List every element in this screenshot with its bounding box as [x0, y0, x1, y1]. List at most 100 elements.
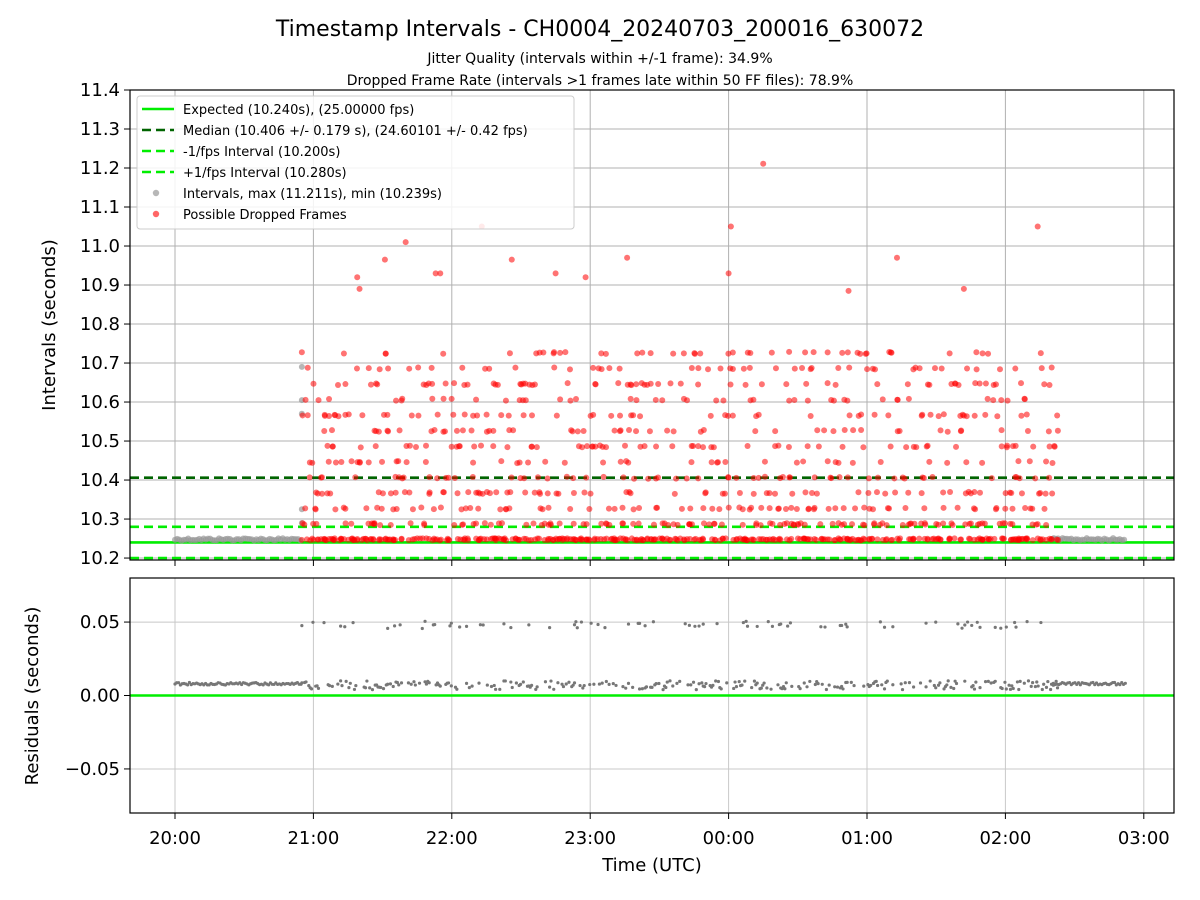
- dropped-frame-point: [844, 349, 851, 356]
- dropped-frame-point: [739, 506, 746, 513]
- dropped-frame-point: [387, 490, 394, 497]
- dropped-frame-point: [302, 396, 309, 403]
- dropped-frame-point: [507, 489, 514, 496]
- dropped-frame-point: [592, 381, 599, 388]
- dropped-frame-point: [461, 411, 468, 418]
- residual-point: [1078, 683, 1082, 687]
- dropped-frame-point: [1015, 458, 1022, 465]
- residual-point: [510, 685, 514, 690]
- dropped-frame-point: [951, 535, 958, 542]
- dropped-frame-point: [302, 505, 309, 512]
- dropped-frame-point: [725, 412, 732, 419]
- residual-point: [783, 687, 787, 691]
- residual-point: [643, 624, 647, 628]
- residual-point: [840, 684, 844, 689]
- dropped-frame-point: [473, 520, 480, 527]
- dropped-frame-point: [434, 475, 441, 482]
- dropped-frame-point: [625, 459, 632, 466]
- residual-point: [960, 626, 964, 630]
- dropped-frame-point: [1046, 474, 1053, 481]
- dropped-frame-point: [324, 442, 331, 449]
- dropped-frame-point: [354, 535, 361, 542]
- residual-point: [567, 680, 571, 684]
- dropped-frame-point: [1054, 412, 1061, 419]
- dropped-frame-point: [531, 381, 538, 388]
- intervals-y-tick-label: 10.8: [80, 314, 120, 335]
- dropped-frame-point: [567, 505, 574, 512]
- residual-point: [882, 687, 887, 691]
- residual-point: [949, 685, 953, 690]
- residual-point: [316, 686, 321, 690]
- dropped-frame-point: [469, 473, 476, 480]
- dropped-frame-point: [691, 536, 698, 543]
- dropped-frame-point: [938, 365, 945, 372]
- dropped-frame-point: [832, 505, 839, 512]
- dropped-frame-point: [746, 364, 753, 371]
- residual-point: [999, 626, 1003, 630]
- residual-point: [1008, 687, 1013, 691]
- dropped-frame-point: [374, 381, 381, 388]
- dropped-frame-point: [845, 287, 852, 294]
- dropped-frame-point: [727, 381, 734, 388]
- dropped-frame-point: [864, 366, 871, 373]
- dropped-frame-point: [356, 458, 363, 465]
- dropped-frame-point: [377, 522, 384, 529]
- dropped-frame-point: [374, 504, 381, 511]
- dropped-frame-point: [385, 365, 392, 372]
- residual-point: [1046, 679, 1050, 684]
- residual-point: [880, 683, 884, 687]
- residual-point: [485, 683, 489, 687]
- dropped-frame-point: [392, 536, 399, 543]
- dropped-frame-point: [779, 473, 786, 480]
- dropped-frame-point: [944, 428, 951, 435]
- dropped-frame-point: [659, 397, 666, 404]
- dropped-frame-point: [746, 506, 753, 513]
- residual-point: [363, 686, 368, 690]
- dropped-frame-point: [423, 442, 430, 449]
- residual-point: [946, 679, 950, 683]
- dropped-frame-point: [739, 521, 746, 528]
- residual-point: [885, 679, 889, 683]
- residual-point: [737, 680, 741, 684]
- dropped-frame-point: [894, 396, 901, 403]
- residual-point: [840, 623, 844, 628]
- residual-point: [704, 681, 708, 686]
- residual-point: [1123, 681, 1127, 685]
- dropped-frame-point: [428, 364, 435, 371]
- residual-point: [534, 687, 538, 691]
- dropped-frame-point: [602, 350, 609, 357]
- dropped-frame-point: [356, 285, 363, 292]
- residual-point: [711, 683, 715, 687]
- dropped-frame-point: [832, 381, 839, 388]
- dropped-frame-point: [617, 412, 624, 419]
- residual-point: [1004, 625, 1008, 629]
- dropped-frame-point: [789, 490, 796, 497]
- dropped-frame-point: [338, 459, 345, 466]
- intervals-panel: 10.2 10.3 10.4 10.5 10.6 10.7 10.8 10.9 11.0 11.1…: [39, 80, 1175, 569]
- residual-point: [1039, 620, 1043, 625]
- residual-point: [399, 681, 404, 685]
- residual-point: [978, 625, 982, 629]
- residual-point: [989, 681, 993, 685]
- legend-entry-label: Intervals, max (11.211s), min (10.239s): [183, 187, 442, 202]
- residual-point: [187, 680, 191, 685]
- dropped-frame-point: [922, 521, 929, 528]
- residual-point: [530, 683, 534, 687]
- dropped-frame-point: [791, 365, 798, 372]
- dropped-frame-point: [1001, 520, 1008, 527]
- dropped-frame-point: [619, 504, 626, 511]
- dropped-frame-point: [761, 458, 768, 465]
- dropped-frame-point: [418, 504, 425, 511]
- dropped-frame-point: [708, 459, 715, 466]
- residual-point: [344, 679, 348, 683]
- dropped-frame-point: [889, 536, 896, 543]
- dropped-frame-point: [570, 489, 577, 496]
- dropped-frame-point: [757, 522, 764, 529]
- dropped-frame-point: [710, 444, 717, 451]
- dropped-frame-point: [319, 490, 326, 497]
- dropped-frame-point: [544, 490, 551, 497]
- dropped-frame-point: [849, 459, 856, 466]
- dropped-frame-point: [899, 521, 906, 528]
- dropped-frame-point: [684, 397, 691, 404]
- dropped-frame-point: [470, 459, 477, 466]
